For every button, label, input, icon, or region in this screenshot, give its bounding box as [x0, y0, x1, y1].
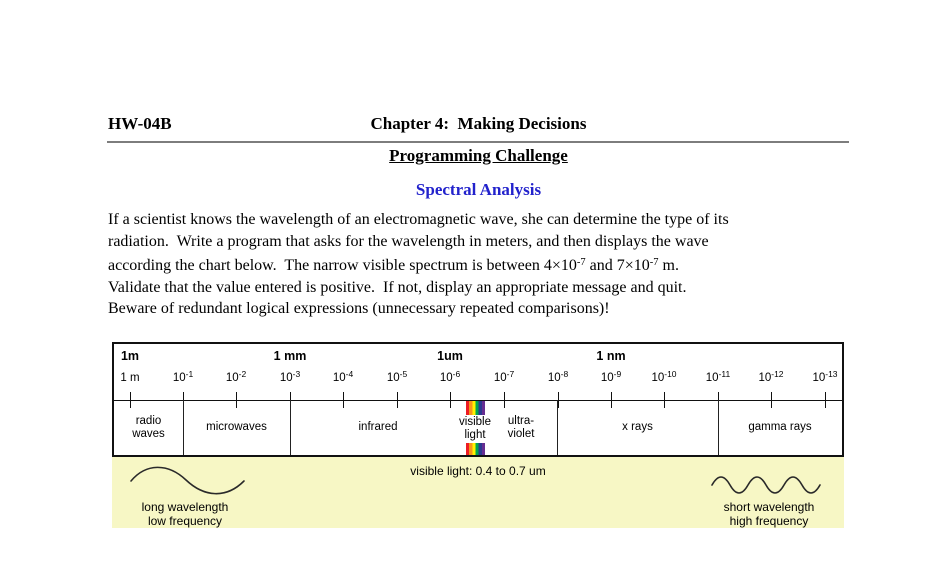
tick-mark	[771, 392, 772, 408]
tick-mark	[236, 392, 237, 408]
scale-label-10-1: 10-1	[172, 369, 194, 384]
tick-mark	[825, 392, 826, 408]
region-x-rays: x rays	[557, 400, 718, 455]
region-label: waves	[132, 427, 165, 440]
scale-label-10-9: 10-9	[600, 369, 622, 384]
spectrum-legend-panel: visible light: 0.4 to 0.7 um long wavele…	[112, 457, 844, 528]
paragraph-line-3: according the chart below. The narrow vi…	[108, 252, 856, 277]
tick-mark	[504, 392, 505, 408]
region-label: ultra-	[507, 414, 535, 427]
paragraph-line-3-text: according the chart below. The narrow vi…	[108, 257, 577, 274]
scale-label-10-13: 10-13	[812, 369, 838, 384]
region-microwaves: microwaves	[183, 400, 290, 455]
scale-label-10-6: 10-6	[439, 369, 461, 384]
tick-mark	[130, 392, 131, 408]
region-infrared: infrared	[290, 400, 466, 455]
region-divider	[557, 400, 558, 455]
region-radio-waves: radio waves	[114, 400, 183, 455]
short-wavelength-wave-icon	[711, 476, 821, 494]
problem-statement: If a scientist knows the wavelength of a…	[108, 209, 856, 320]
region-label: gamma rays	[748, 421, 812, 433]
tick-mark	[611, 392, 612, 408]
region-divider	[290, 400, 291, 455]
scale-label-10-8: 10-8	[547, 369, 569, 384]
unit-marker-1m: 1m	[120, 349, 140, 363]
region-divider	[183, 400, 184, 455]
label-line: short wavelength	[723, 500, 815, 514]
paragraph-line-1: If a scientist knows the wavelength of a…	[108, 211, 729, 228]
tick-mark	[450, 392, 451, 408]
region-gamma-rays: gamma rays	[718, 400, 842, 455]
exponent: -7	[649, 257, 659, 268]
scale-label-10-11: 10-11	[705, 369, 731, 384]
region-ultraviolet: ultra- violet	[485, 400, 557, 455]
scale-label-1m: 1 m	[120, 372, 140, 384]
label-line: long wavelength	[141, 500, 229, 514]
scale-label-10-3: 10-3	[279, 369, 301, 384]
tick-mark	[343, 392, 344, 408]
unit-marker-1um: 1um	[437, 349, 463, 363]
axis-line	[114, 400, 842, 401]
short-wavelength-label: short wavelength high frequency	[696, 500, 842, 528]
tick-mark	[558, 392, 559, 408]
region-label: x rays	[622, 421, 653, 433]
hw-label: HW-04B	[108, 114, 172, 133]
region-visible-light: visible light	[451, 415, 499, 443]
chapter-title: Chapter 4: Making Decisions	[370, 114, 587, 133]
paragraph-line-3-text: and 7×10	[585, 257, 650, 274]
label-line: high frequency	[729, 514, 809, 528]
visible-light-caption: visible light: 0.4 to 0.7 um	[410, 464, 546, 478]
page-subtitle: Spectral Analysis	[415, 180, 542, 199]
spectrum-chart: 1m 1 mm 1um 1 nm 1 m 10-1 10-2 10-3 10-4…	[112, 342, 844, 457]
label-line: low frequency	[147, 514, 223, 528]
region-label: violet	[507, 427, 535, 440]
region-label: infrared	[358, 421, 398, 433]
scale-label-10-7: 10-7	[493, 369, 515, 384]
header-rule	[107, 141, 849, 143]
paragraph-line-3-text: m.	[658, 257, 679, 274]
tick-mark	[664, 392, 665, 408]
paragraph-line-2: radiation. Write a program that asks for…	[108, 232, 709, 250]
scale-label-10-2: 10-2	[225, 369, 247, 384]
scale-label-10-4: 10-4	[332, 369, 354, 384]
challenge-title: Programming Challenge	[389, 146, 568, 165]
long-wavelength-wave-icon	[130, 466, 245, 495]
paragraph-line-5: Beware of redundant logical expressions …	[108, 300, 610, 317]
unit-marker-1nm: 1 nm	[596, 349, 626, 363]
exponent: -7	[576, 257, 586, 268]
region-label: radio	[135, 414, 162, 427]
region-divider	[718, 400, 719, 455]
unit-marker-1mm: 1 mm	[273, 349, 307, 363]
scale-label-10-12: 10-12	[758, 369, 784, 384]
tick-mark	[397, 392, 398, 408]
scale-label-10-10: 10-10	[651, 369, 677, 384]
paragraph-line-4: Validate that the value entered is posit…	[108, 278, 687, 296]
scale-label-10-5: 10-5	[386, 369, 408, 384]
long-wavelength-label: long wavelength low frequency	[112, 500, 258, 528]
region-label: visible	[459, 416, 491, 428]
region-label: light	[464, 429, 486, 441]
region-label: microwaves	[206, 421, 267, 433]
